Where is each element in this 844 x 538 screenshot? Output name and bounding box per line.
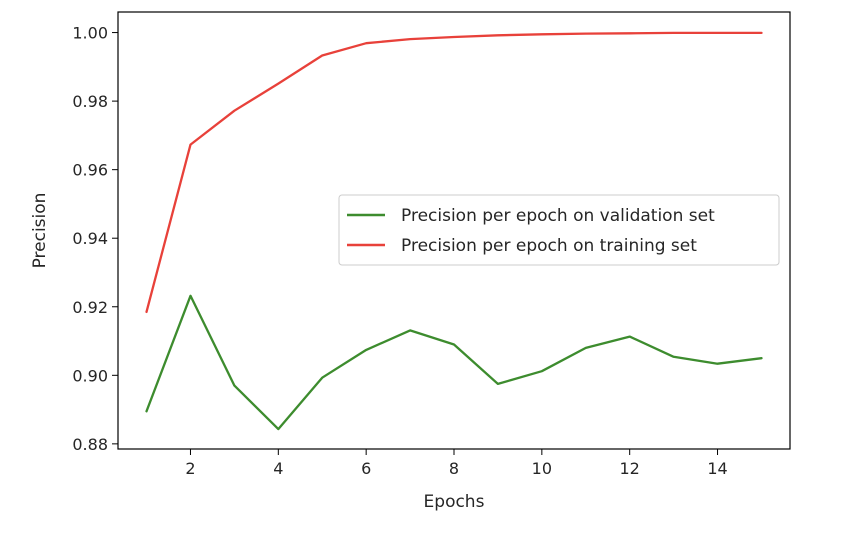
- x-tick-label: 2: [185, 459, 195, 478]
- x-axis-label: Epochs: [424, 492, 485, 512]
- x-tick-label: 14: [707, 459, 727, 478]
- y-tick-label: 0.94: [72, 229, 108, 248]
- legend: Precision per epoch on validation set Pr…: [338, 194, 780, 266]
- legend-box: [338, 194, 780, 266]
- x-tick-label: 8: [449, 459, 459, 478]
- legend-label-training: Precision per epoch on training set: [401, 236, 697, 256]
- plot-area: [145, 31, 763, 431]
- legend-label-validation: Precision per epoch on validation set: [401, 206, 715, 226]
- validation-series-line: [145, 294, 763, 431]
- y-tick-label: 0.88: [72, 435, 108, 454]
- x-tick-label: 4: [273, 459, 283, 478]
- training-series-line: [145, 31, 763, 314]
- axes: 2 4 6 8 10 12 14 0.88 0.90 0.92 0.94 0.96 0.98 1.00: [72, 24, 727, 478]
- x-tick-label: 10: [532, 459, 552, 478]
- y-tick-label: 0.96: [72, 161, 108, 180]
- y-tick-label: 0.98: [72, 92, 108, 111]
- y-tick-label: 0.90: [72, 366, 108, 385]
- y-axis-label: Precision: [30, 193, 50, 269]
- x-tick-label: 6: [361, 459, 371, 478]
- y-tick-label: 0.92: [72, 298, 108, 317]
- y-tick-label: 1.00: [72, 24, 108, 43]
- x-tick-label: 12: [620, 459, 640, 478]
